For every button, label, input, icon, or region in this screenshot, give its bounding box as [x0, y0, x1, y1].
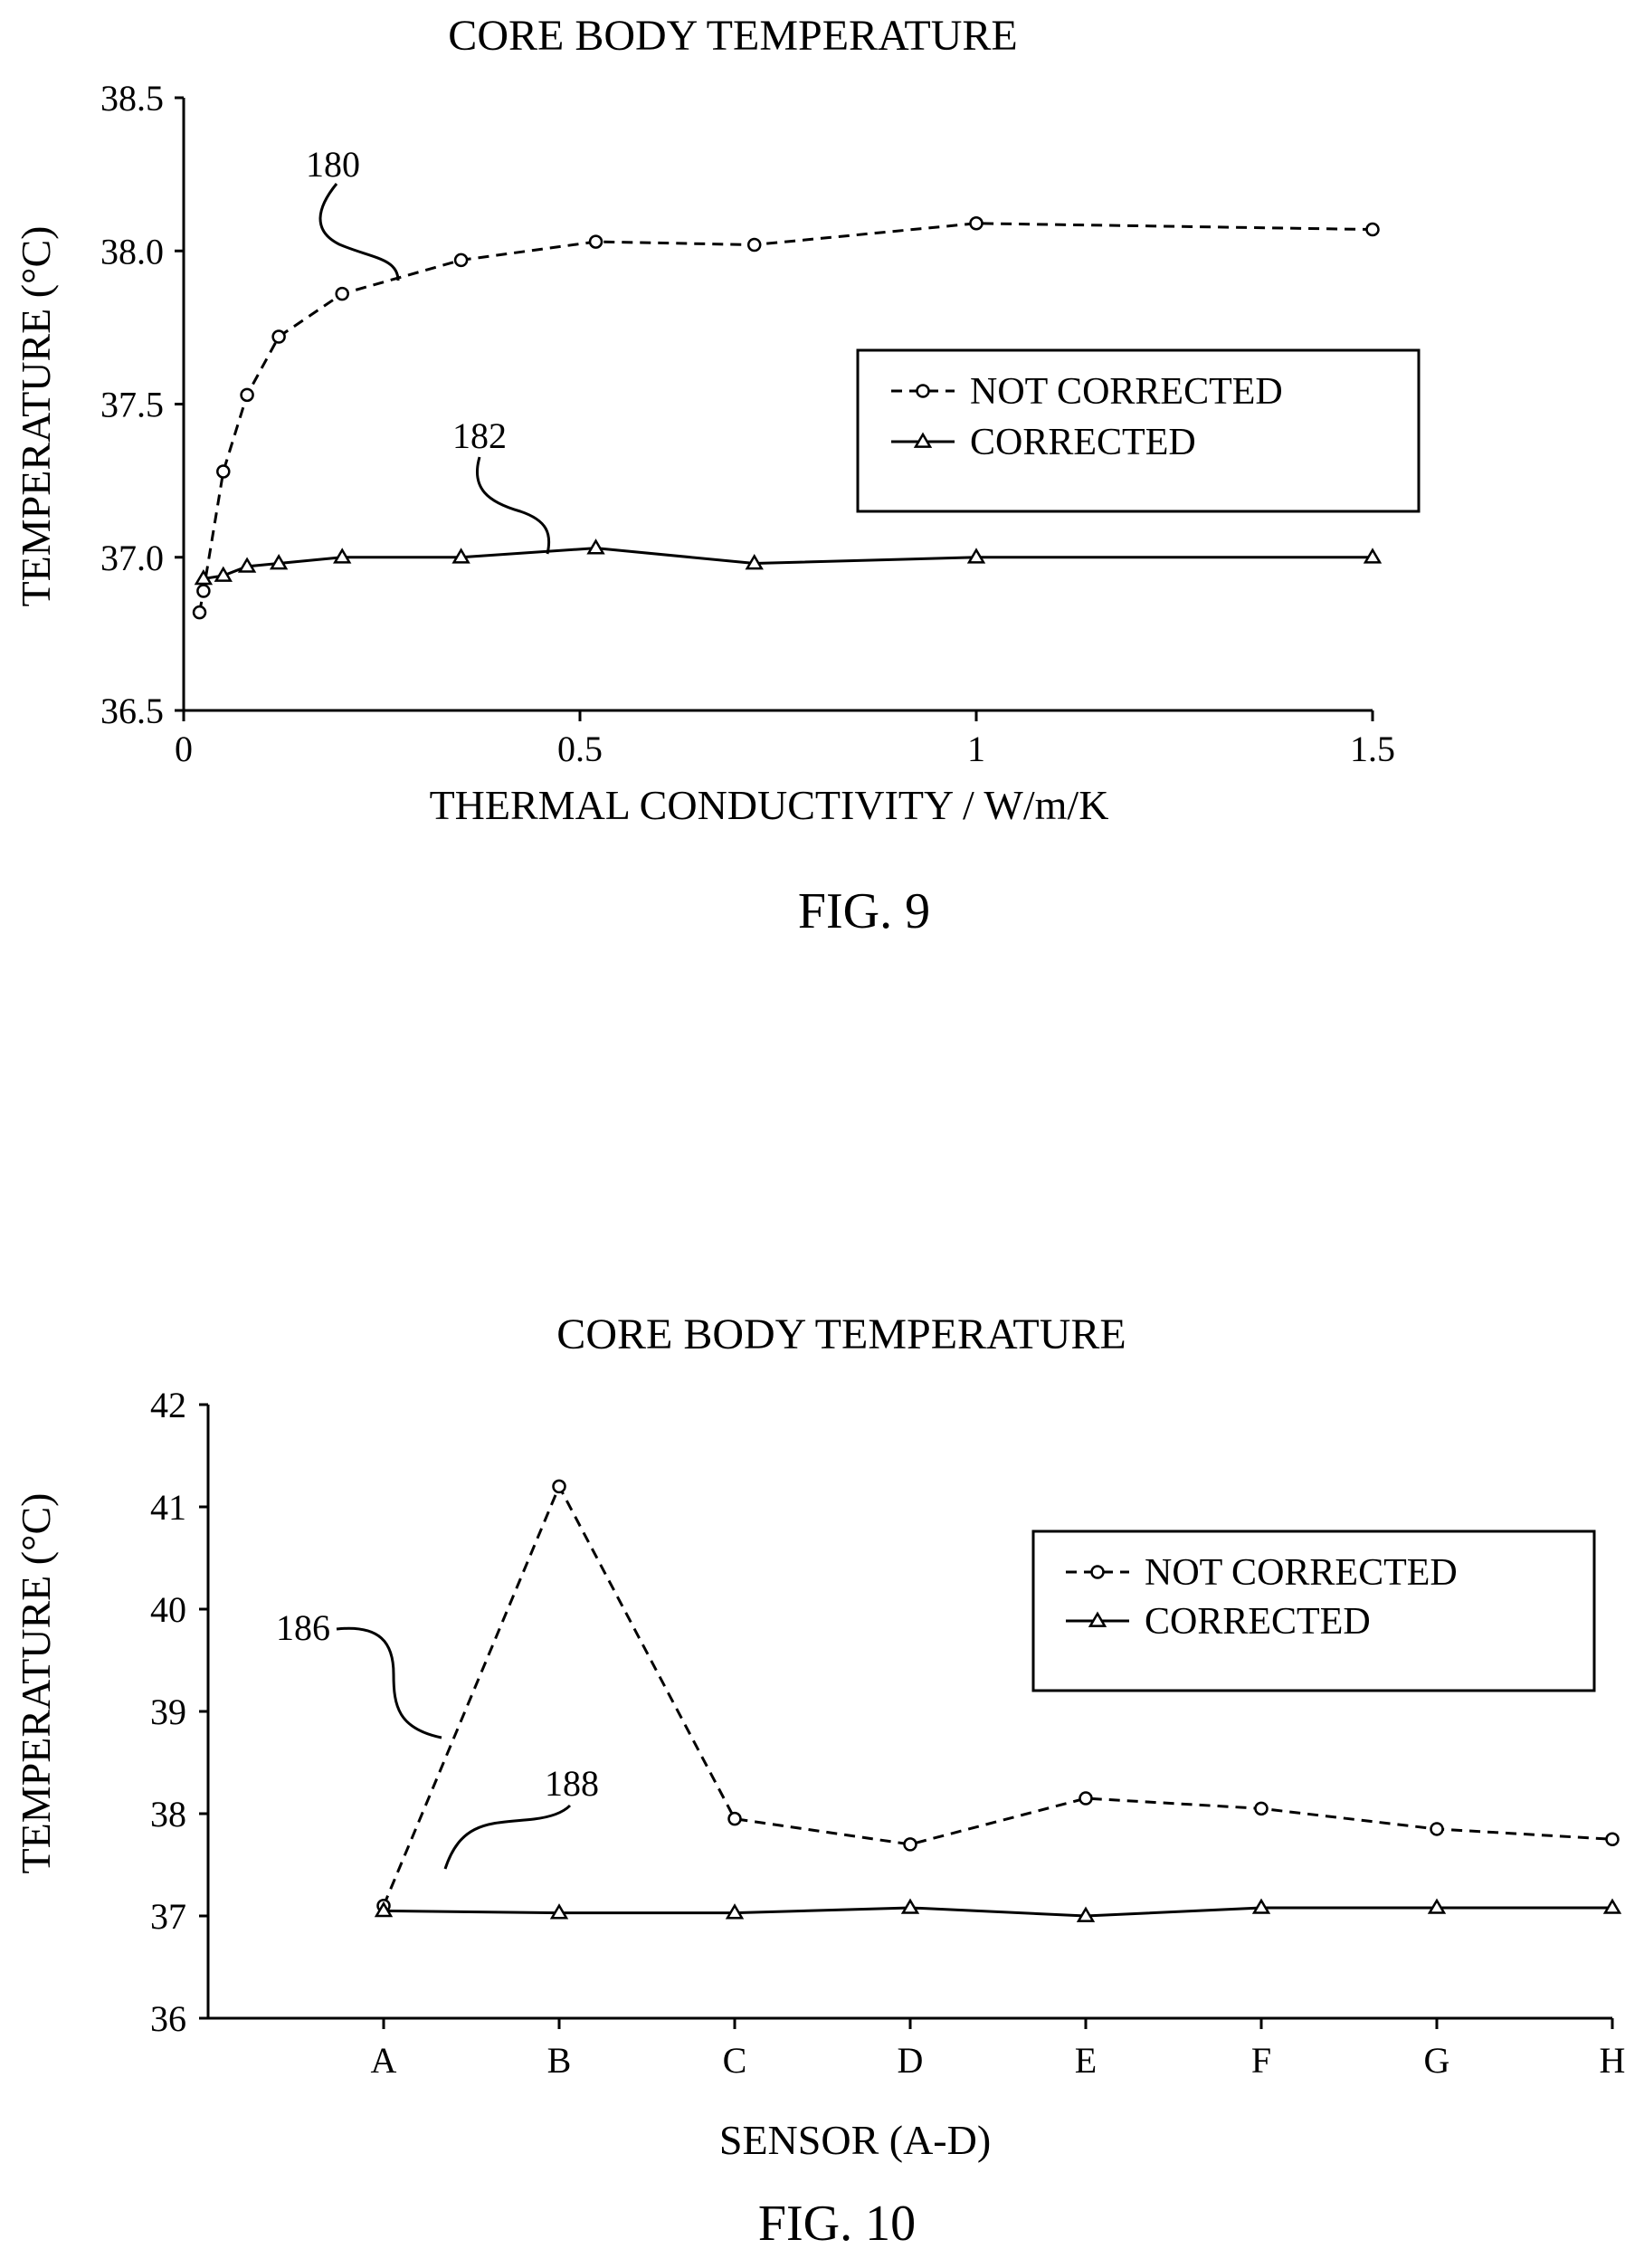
fig10-x-tick-label: B [547, 2040, 572, 2081]
fig9-point [214, 566, 233, 582]
fig10-series-line-corrected [383, 1906, 1612, 1918]
fig10-y-tick-label: 40 [150, 1589, 186, 1630]
fig10-x-tick-label: G [1424, 2040, 1450, 2081]
fig10-y-tick-label: 36 [150, 1998, 186, 2039]
fig9-point [240, 387, 254, 403]
fig9-ref-180: 180 [306, 144, 360, 185]
fig9-point [453, 253, 469, 268]
fig9-point [216, 464, 231, 479]
fig10-chart: CORE BODY TEMPERATURE 36 37 38 39 40 41 42 A B C D… [13, 1310, 1625, 2252]
fig9-point [237, 557, 257, 573]
fig10-plot-area [206, 1405, 1612, 2020]
fig10-point [1430, 1822, 1444, 1836]
fig9-y-tick-label: 36.5 [100, 691, 164, 731]
fig9-point [192, 605, 207, 620]
fig10-point [374, 1901, 394, 1918]
fig10-legend-label: CORRECTED [1145, 1601, 1371, 1643]
fig10-y-tick-label: 37 [150, 1896, 186, 1937]
fig10-point [1602, 1898, 1622, 1914]
fig10-ref-186: 186 [276, 1607, 330, 1648]
fig9-x-axis-label: THERMAL CONDUCTIVITY / W/m/K [430, 782, 1109, 828]
fig9-x-tick-label: 1 [967, 729, 985, 769]
fig10-y-axis-label: TEMPERATURE (°C) [13, 1493, 59, 1874]
fig9-point [1365, 222, 1380, 237]
fig9-point [194, 568, 214, 586]
fig9-series-line-corrected [203, 547, 1373, 580]
fig9-point [333, 548, 352, 564]
fig10-legend: NOT CORRECTED CORRECTED [1031, 1529, 1596, 1692]
fig10-title: CORE BODY TEMPERATURE [556, 1310, 1126, 1358]
fig10-figure-label: FIG. 10 [758, 2196, 916, 2252]
fig9-y-tick-label: 38.5 [100, 78, 164, 119]
fig9-y-tick-label: 38.0 [100, 231, 164, 272]
fig10-legend-marker [1090, 1565, 1105, 1579]
fig10-x-tick-label: D [898, 2040, 924, 2081]
fig10-point [903, 1837, 917, 1852]
fig9-point [451, 548, 470, 564]
fig9-point [1363, 548, 1383, 564]
fig9-point [269, 554, 289, 570]
fig9-legend-label: NOT CORRECTED [970, 371, 1283, 413]
fig10-point [1605, 1832, 1620, 1846]
fig10-point [725, 1903, 745, 1920]
fig10-ticks: 36 37 38 39 40 41 42 A B C D E F G H [150, 1385, 1625, 2081]
fig9-legend-marker [913, 432, 933, 448]
fig9-x-tick-label: 1.5 [1350, 729, 1395, 769]
fig9-legend-label: CORRECTED [970, 422, 1196, 463]
fig10-point [727, 1811, 742, 1826]
fig9-ref-182: 182 [452, 415, 507, 456]
fig9-point [196, 584, 211, 598]
fig9-figure-label: FIG. 9 [798, 883, 930, 939]
fig9-x-tick-label: 0.5 [557, 729, 603, 769]
fig10-x-tick-label: F [1251, 2040, 1271, 2081]
fig10-legend-marker [1088, 1611, 1107, 1627]
fig10-ref-188: 188 [545, 1763, 599, 1804]
fig9-point [966, 548, 986, 564]
fig9-legend-marker [916, 384, 930, 398]
fig10-y-tick-label: 41 [150, 1487, 186, 1528]
fig9-callout-180 [318, 183, 400, 281]
fig10-point [1076, 1906, 1096, 1922]
fig10-point [1251, 1898, 1271, 1914]
fig9-y-tick-label: 37.0 [100, 538, 164, 578]
fig10-y-tick-label: 38 [150, 1794, 186, 1834]
fig10-x-tick-label: H [1600, 2040, 1626, 2081]
fig10-x-axis-label: SENSOR (A-D) [719, 2117, 991, 2163]
fig10-x-tick-label: A [371, 2040, 397, 2081]
fig9-y-tick-label: 37.5 [100, 385, 164, 425]
fig10-point [1079, 1791, 1093, 1806]
fig10-point [549, 1903, 569, 1920]
fig10-y-tick-label: 42 [150, 1385, 186, 1425]
fig9-callout-182 [475, 456, 551, 555]
fig9-point [335, 286, 349, 301]
fig9-x-tick-label: 0 [175, 729, 193, 769]
fig9-legend: NOT CORRECTED CORRECTED [856, 348, 1421, 513]
fig9-point [588, 234, 603, 249]
fig9-point [746, 237, 762, 253]
fig9-ticks: 36.5 37.0 37.5 38.0 38.5 0 0.5 1 1.5 [100, 78, 1395, 769]
fig9-title: CORE BODY TEMPERATURE [448, 12, 1017, 60]
fig10-point [900, 1898, 920, 1914]
fig10-point [1427, 1898, 1447, 1914]
fig9-y-axis-label: TEMPERATURE (°C) [13, 226, 59, 607]
fig9-point [969, 216, 984, 231]
fig10-point [552, 1479, 566, 1494]
fig10-series-line-not-corrected [382, 1482, 1613, 1907]
fig10-legend-label: NOT CORRECTED [1145, 1552, 1458, 1594]
fig9-point [745, 554, 764, 570]
fig9-point [271, 329, 286, 344]
fig10-x-tick-label: C [723, 2040, 747, 2081]
fig10-series [374, 1479, 1622, 1922]
fig10-y-tick-label: 39 [150, 1691, 186, 1732]
fig10-callout-188 [443, 1804, 572, 1870]
fig10-x-tick-label: E [1075, 2040, 1097, 2081]
fig10-point [1254, 1801, 1269, 1816]
fig9-series [192, 216, 1383, 620]
fig9-point [586, 538, 605, 555]
fig10-callout-186 [336, 1626, 442, 1739]
fig9-chart: CORE BODY TEMPERATURE 36.5 37.0 37.5 38.0 38… [13, 12, 1421, 939]
